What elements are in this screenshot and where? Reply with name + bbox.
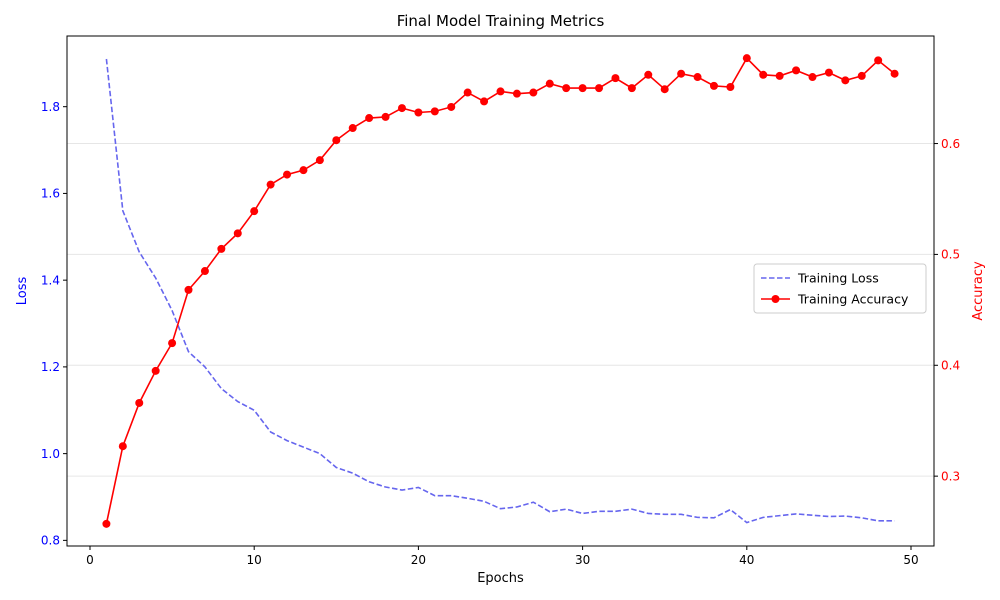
training-accuracy-point [299, 166, 308, 175]
training-accuracy-point [315, 156, 324, 165]
training-accuracy-point [397, 104, 406, 113]
training-accuracy-point [874, 56, 883, 65]
training-accuracy-point [759, 70, 768, 79]
training-accuracy-point [578, 84, 587, 93]
legend-label-loss: Training Loss [797, 271, 879, 286]
training-accuracy-point [660, 85, 669, 94]
x-tick-label: 20 [411, 553, 426, 567]
training-accuracy-point [151, 366, 160, 375]
training-accuracy-point [775, 71, 784, 80]
training-accuracy-point [709, 81, 718, 90]
legend-label-accuracy: Training Accuracy [797, 292, 909, 307]
y-right-tick-label: 0.5 [941, 248, 960, 262]
training-accuracy-point [447, 102, 456, 111]
x-tick-label: 30 [575, 553, 590, 567]
training-accuracy-point [742, 54, 751, 63]
training-accuracy-point [677, 69, 686, 78]
legend: Training Loss Training Accuracy [753, 263, 927, 314]
x-axis-label: Epochs [477, 571, 524, 586]
training-accuracy-point [381, 112, 390, 121]
training-accuracy-point [200, 267, 209, 276]
y-left-tick-label: 1.2 [41, 360, 60, 374]
training-accuracy-point [118, 442, 127, 451]
x-tick-label: 40 [739, 553, 754, 567]
training-accuracy-point [332, 136, 341, 145]
y-right-tick-label: 0.6 [941, 137, 960, 151]
training-accuracy-point [217, 244, 226, 253]
x-tick-label: 50 [903, 553, 918, 567]
series-layer [102, 54, 899, 528]
training-accuracy-point [233, 229, 242, 238]
training-accuracy-point [496, 87, 505, 96]
training-accuracy-point [644, 70, 653, 79]
training-accuracy-point [792, 66, 801, 75]
legend-box [753, 263, 927, 314]
training-accuracy-point [266, 180, 275, 189]
training-accuracy-point [890, 69, 899, 78]
training-accuracy-point [562, 84, 571, 93]
y-left-tick-label: 1.4 [41, 273, 60, 287]
legend-marker-accuracy [771, 295, 780, 303]
training-accuracy-point [463, 88, 472, 97]
training-accuracy-point [824, 68, 833, 77]
y-left-tick-label: 0.8 [41, 534, 60, 548]
training-accuracy-point [414, 108, 423, 117]
training-accuracy-point [480, 97, 489, 106]
training-accuracy-point [595, 84, 604, 93]
y-right-tick-label: 0.3 [941, 469, 960, 483]
y-left-tick-label: 1.6 [41, 187, 60, 201]
x-tick-label: 10 [247, 553, 262, 567]
training-accuracy-point [168, 339, 177, 348]
training-accuracy-point [283, 170, 292, 179]
training-accuracy-point [693, 73, 702, 82]
plot-frame [66, 35, 935, 547]
training-accuracy-point [545, 79, 554, 88]
training-accuracy-point [841, 76, 850, 85]
training-accuracy-point [857, 71, 866, 80]
training-accuracy-point [135, 398, 144, 407]
training-accuracy-point [611, 74, 620, 83]
training-accuracy-point [102, 519, 111, 528]
training-accuracy-point [726, 83, 735, 91]
grid-lines [67, 143, 934, 477]
training-accuracy-point [365, 114, 374, 123]
training-loss-line [105, 58, 895, 524]
y-right-tick-label: 0.4 [941, 359, 960, 373]
y-axis-right-label: Accuracy [971, 261, 986, 321]
y-left-tick-label: 1.0 [41, 447, 60, 461]
chart-title: Final Model Training Metrics [397, 12, 605, 30]
training-accuracy-point [627, 84, 636, 93]
y-axis-left-label: Loss [15, 277, 30, 306]
training-accuracy-point [348, 124, 357, 133]
axes-layer: 0 10 20 30 40 50 0.8 1.0 1.2 1.4 1.6 1.8 0.3 0.4 0.5 0.… [41, 100, 960, 567]
x-tick-label: 0 [86, 553, 94, 567]
y-left-tick-label: 1.8 [41, 100, 60, 114]
training-accuracy-point [250, 207, 259, 216]
training-accuracy-point [430, 107, 439, 116]
training-accuracy-point [512, 89, 521, 98]
training-accuracy-point [529, 88, 538, 97]
training-accuracy-point [184, 285, 193, 294]
training-accuracy-point [808, 73, 817, 82]
